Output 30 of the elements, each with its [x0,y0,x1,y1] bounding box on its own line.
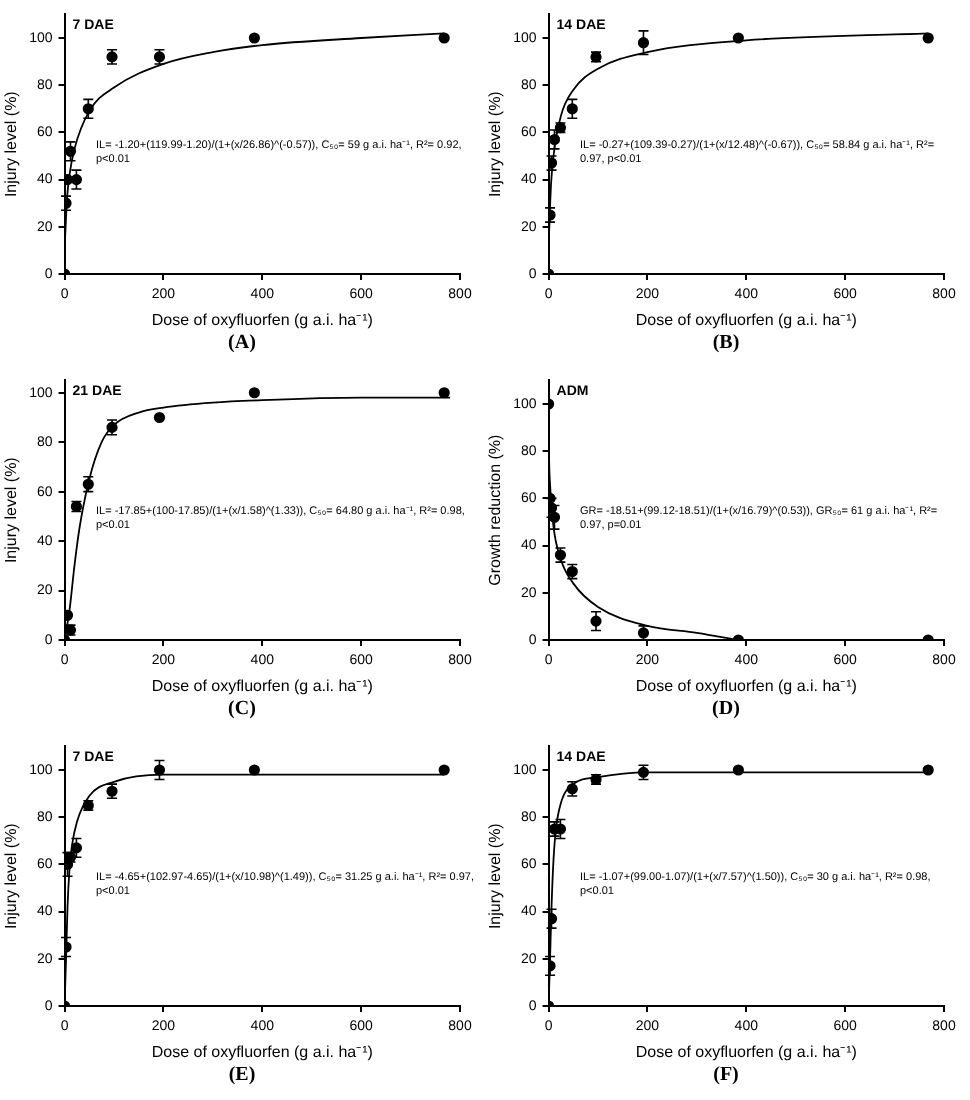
point [732,32,744,44]
x-axis-title: Dose of oxyfluorfen (g a.i. ha⁻¹) [151,676,374,695]
point [922,764,934,776]
x-axis-title: Dose of oxyfluorfen (g a.i. ha⁻¹) [635,1042,858,1061]
point [438,764,450,776]
text: (E) [226,1064,258,1086]
text: (A) [226,332,258,354]
y-axis-title: Injury level (%) [2,456,21,564]
text: (B) [710,332,742,354]
x-axis-title: Dose of oxyfluorfen (g a.i. ha⁻¹) [635,676,858,695]
y-axis-title: Growth reduction (%) [486,433,505,586]
point [637,37,650,49]
text: (C) [226,698,258,720]
x-axis-title: Dose of oxyfluorfen (g a.i. ha⁻¹) [635,310,858,329]
point [438,387,450,399]
point [248,387,260,399]
x-axis-title: Dose of oxyfluorfen (g a.i. ha⁻¹) [151,310,374,329]
point [732,764,744,776]
y-axis-title: Injury level (%) [2,90,21,198]
point [922,32,934,44]
text: (D) [710,698,742,720]
y-axis-title: Injury level (%) [486,822,505,930]
point [248,32,260,44]
point [248,764,260,776]
text: (F) [711,1064,741,1086]
point [438,32,450,44]
y-axis-title: Injury level (%) [486,90,505,198]
y-axis-title: Injury level (%) [2,822,21,930]
point [153,411,166,424]
x-axis-title: Dose of oxyfluorfen (g a.i. ha⁻¹) [151,1042,374,1061]
